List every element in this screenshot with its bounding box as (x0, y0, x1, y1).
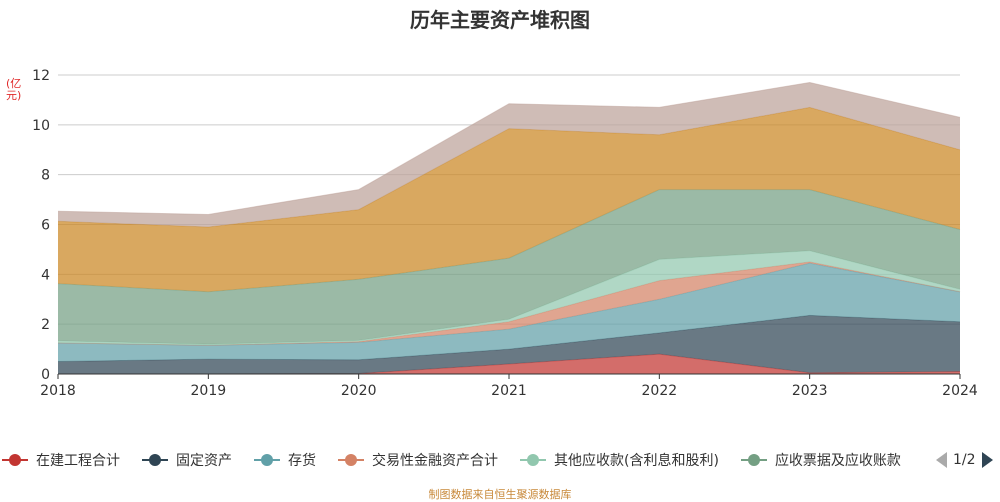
y-tick-label: 10 (32, 118, 50, 134)
legend-item-label: 其他应收款(含利息和股利) (554, 453, 719, 469)
y-tick-label: 12 (32, 68, 50, 84)
legend-item-label: 固定资产 (176, 453, 232, 469)
x-tick-label: 2024 (942, 383, 978, 399)
legend-item-label: 在建工程合计 (36, 453, 120, 469)
legend-page-indicator: 1/2 (953, 452, 976, 468)
area-series-7 (58, 107, 960, 292)
area-series-4 (58, 261, 960, 346)
x-tick-label: 2019 (191, 383, 227, 399)
legend-marker-icon (520, 454, 546, 466)
chart-title: 历年主要资产堆积图 (410, 8, 590, 32)
area-series-8 (58, 82, 960, 227)
stacked-areas (57, 81, 961, 375)
legend-item[interactable]: 交易性金融资产合计 (338, 450, 498, 470)
legend-marker-icon (142, 454, 168, 466)
y-tick-label: 0 (41, 367, 50, 383)
x-tick-label: 2021 (491, 383, 527, 399)
legend-next-page-icon[interactable] (981, 452, 993, 468)
legend-item-label: 存货 (288, 453, 316, 469)
x-tick-label: 2023 (792, 383, 828, 399)
x-tick-label: 2020 (341, 383, 377, 399)
legend-item[interactable]: 其他应收款(含利息和股利) (520, 450, 719, 470)
area-series-8-edge (57, 81, 961, 216)
legend-pager: 1/2 (936, 448, 993, 472)
legend: 在建工程合计 固定资产 存货 交易性金融资产合计 其他应收款(含利息和股利) 应收票据及应… (0, 448, 1000, 472)
area-series-2 (58, 315, 960, 374)
y-axis-unit-label: (亿元) (6, 77, 22, 102)
legend-item[interactable]: 固定资产 (142, 450, 232, 470)
y-tick-label: 4 (41, 267, 50, 283)
legend-marker-icon (2, 454, 28, 466)
source-note: 制图数据来自恒生聚源数据库 (428, 488, 572, 501)
legend-marker-icon (254, 454, 280, 466)
y-tick-label: 6 (41, 218, 50, 234)
area-series-3 (58, 263, 960, 362)
legend-item[interactable]: 在建工程合计 (2, 450, 120, 470)
legend-prev-page-icon[interactable] (936, 452, 947, 468)
legend-item-label: 交易性金融资产合计 (372, 453, 498, 469)
y-tick-label: 2 (41, 317, 50, 333)
legend-item[interactable]: 存货 (254, 450, 316, 470)
area-series-6 (58, 189, 960, 345)
y-tick-label: 8 (41, 168, 50, 184)
legend-marker-icon (338, 454, 364, 466)
axes: 0 2 4 6 8 10 12 2018 2019 2020 2021 2022 2023 2024 (32, 68, 978, 399)
legend-item-label: 应收票据及应收账款 (774, 453, 901, 469)
legend-item[interactable]: 应收票据及应收账款 (740, 450, 901, 470)
x-tick-label: 2022 (642, 383, 678, 399)
legend-marker-icon (740, 454, 767, 466)
x-tick-label: 2018 (40, 383, 76, 399)
